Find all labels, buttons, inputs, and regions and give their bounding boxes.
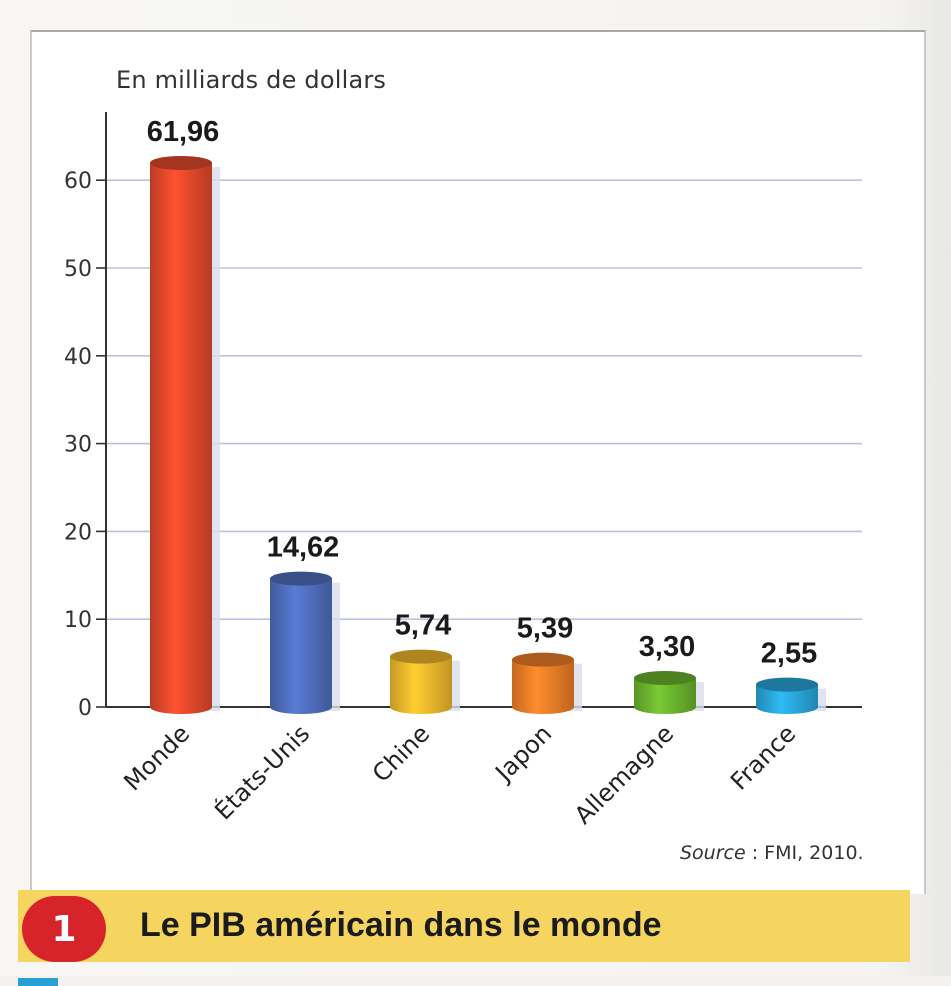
value-label: 14,62: [267, 532, 340, 564]
value-label: 61,96: [147, 116, 220, 148]
bar-monde: [150, 155, 220, 714]
category-label: Japon: [489, 719, 558, 788]
value-label: 2,55: [761, 638, 817, 670]
bar-top: [512, 652, 574, 667]
category-label: Monde: [118, 719, 195, 796]
bar-body: [512, 659, 574, 714]
bar-top: [634, 671, 696, 686]
caption-bar: [18, 890, 910, 962]
bar-top: [150, 155, 212, 170]
source-label: Source: [680, 842, 746, 864]
y-tick-label: 30: [64, 433, 92, 458]
y-tick-label: 20: [64, 520, 92, 545]
category-label: Chine: [367, 719, 435, 787]
source-text: : FMI, 2010.: [745, 842, 864, 864]
value-label: 3,30: [639, 631, 695, 663]
bar-france: [756, 677, 826, 714]
caption-number-badge: 1: [22, 896, 106, 962]
value-label: 5,39: [517, 613, 573, 645]
value-label: 5,74: [395, 610, 451, 642]
y-tick-label: 60: [64, 169, 92, 194]
bar-body: [756, 684, 818, 714]
source-note: Source : FMI, 2010.: [680, 842, 864, 864]
category-label: France: [725, 719, 801, 795]
bar-body: [390, 656, 452, 714]
y-tick-label: 40: [64, 345, 92, 370]
bar-top: [390, 649, 452, 664]
bar-top: [270, 571, 332, 586]
category-label: Allemagne: [569, 719, 679, 829]
bar-allemagne: [634, 671, 704, 714]
category-label: États-Unis: [209, 719, 316, 826]
bar-body: [150, 162, 212, 714]
y-tick-label: 0: [78, 696, 92, 721]
bar-japon: [512, 652, 582, 714]
y-tick-label: 50: [64, 257, 92, 282]
caption-title: Le PIB américain dans le monde: [140, 906, 662, 944]
unit-label: En milliards de dollars: [116, 66, 387, 94]
page-bottom-strip: [0, 976, 951, 986]
bar-chart: 0 10 20 30 40 50 60 61,96 Monde 14,62 États-Unis 5,…: [64, 112, 862, 830]
page-bottom-mark: [18, 978, 58, 986]
bar-body: [634, 678, 696, 714]
bar-chine: [390, 649, 460, 714]
bar-body: [270, 578, 332, 714]
bar-top: [756, 677, 818, 692]
y-tick-label: 10: [64, 608, 92, 633]
bar-tatsunis: [270, 571, 340, 714]
